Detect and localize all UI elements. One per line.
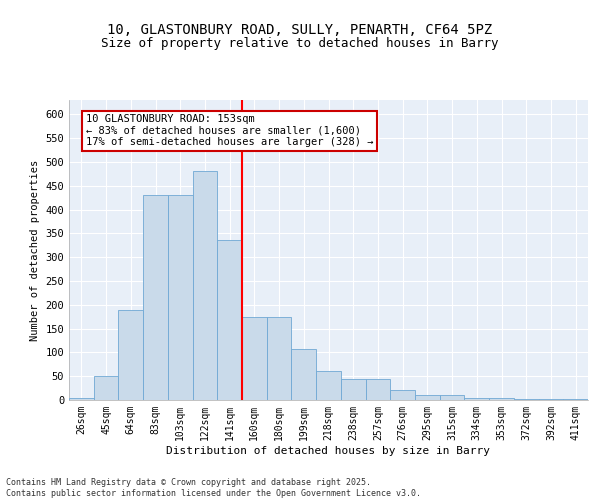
- Bar: [267, 316, 292, 400]
- Bar: [193, 172, 217, 400]
- Bar: [316, 372, 341, 400]
- Text: Size of property relative to detached houses in Barry: Size of property relative to detached ho…: [101, 38, 499, 51]
- Bar: [69, 398, 94, 400]
- Bar: [118, 310, 143, 400]
- Y-axis label: Number of detached properties: Number of detached properties: [30, 160, 40, 340]
- Bar: [514, 398, 539, 400]
- Text: Contains HM Land Registry data © Crown copyright and database right 2025.
Contai: Contains HM Land Registry data © Crown c…: [6, 478, 421, 498]
- X-axis label: Distribution of detached houses by size in Barry: Distribution of detached houses by size …: [167, 446, 491, 456]
- Bar: [464, 398, 489, 400]
- Bar: [365, 378, 390, 400]
- Text: 10, GLASTONBURY ROAD, SULLY, PENARTH, CF64 5PZ: 10, GLASTONBURY ROAD, SULLY, PENARTH, CF…: [107, 22, 493, 36]
- Bar: [292, 348, 316, 400]
- Bar: [168, 195, 193, 400]
- Bar: [440, 395, 464, 400]
- Text: 10 GLASTONBURY ROAD: 153sqm
← 83% of detached houses are smaller (1,600)
17% of : 10 GLASTONBURY ROAD: 153sqm ← 83% of det…: [86, 114, 373, 148]
- Bar: [217, 240, 242, 400]
- Bar: [242, 316, 267, 400]
- Bar: [415, 395, 440, 400]
- Bar: [143, 195, 168, 400]
- Bar: [94, 376, 118, 400]
- Bar: [390, 390, 415, 400]
- Bar: [563, 398, 588, 400]
- Bar: [489, 398, 514, 400]
- Bar: [539, 399, 563, 400]
- Bar: [341, 378, 365, 400]
